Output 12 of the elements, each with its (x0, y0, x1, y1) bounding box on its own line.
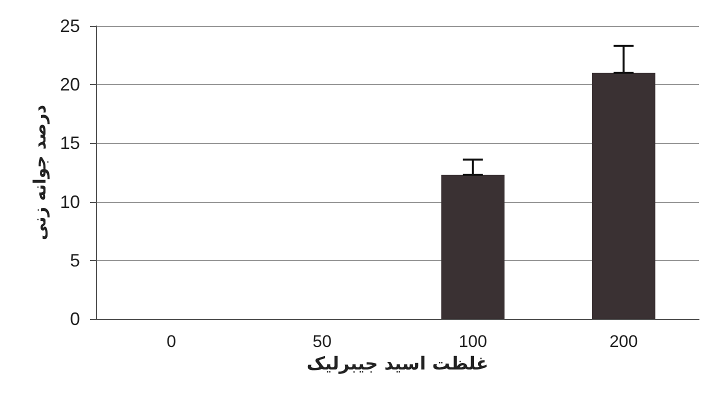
x-axis-title: غلظت اسید جیبرلیک (306, 353, 488, 374)
y-tick-label: 15 (60, 133, 80, 154)
x-tick-label: 200 (609, 332, 638, 351)
x-tick-label: 0 (166, 332, 176, 351)
y-tick-label: 20 (60, 74, 80, 95)
x-tick-label: 50 (312, 332, 332, 351)
y-tick-label: 10 (60, 192, 80, 212)
y-tick-label: 5 (70, 250, 80, 270)
y-axis-title: درصد جوانه زنی (30, 104, 51, 240)
x-tick-label: 100 (458, 332, 488, 351)
y-tick-label: 0 (70, 309, 80, 329)
y-tick-label: 25 (60, 16, 80, 36)
